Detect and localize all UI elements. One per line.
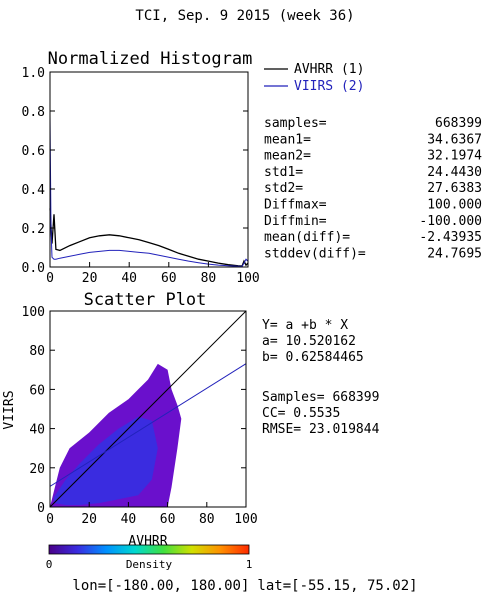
- scatter-y-tick-label: 40: [29, 423, 45, 438]
- colorbar-label: Density: [126, 558, 173, 571]
- scatter-x-tick-label: 20: [81, 512, 97, 527]
- regression-a: a= 10.520162: [262, 334, 356, 349]
- scatter-frame: [49, 310, 247, 508]
- scatter-x-tick-label: 0: [46, 512, 54, 527]
- stat-value: 32.1974: [427, 149, 482, 164]
- scatter-y-tick-label: 20: [29, 462, 45, 477]
- stat-value: 100.000: [427, 198, 482, 213]
- stat-value: -100.000: [419, 214, 482, 229]
- scatter-x-tick-label: 40: [121, 512, 137, 527]
- legend-label-avhrr: AVHRR (1): [294, 62, 364, 77]
- histogram-y-tick-label: 0.6: [22, 144, 45, 159]
- scatter-y-tick-label: 100: [22, 305, 45, 320]
- histogram-x-tick-label: 100: [236, 271, 259, 286]
- histogram-series-viirs: [49, 114, 249, 267]
- histogram-y-tick-label: 0.4: [22, 183, 46, 198]
- scatter-title: Scatter Plot: [84, 290, 207, 310]
- histogram-frame: [49, 71, 249, 268]
- stat-value: 24.7695: [427, 246, 482, 261]
- histogram-series-avhrr: [49, 208, 249, 267]
- legend: AVHRR (1) VIIRS (2): [264, 62, 364, 94]
- stat-label: samples=: [264, 116, 327, 131]
- stat-label: mean(diff)=: [264, 230, 350, 245]
- footer-lon: [-180.00, 180.00]: [106, 578, 249, 594]
- figure-title: TCI, Sep. 9 2015 (week 36): [135, 8, 354, 24]
- stat-value: 27.6383: [427, 181, 482, 196]
- stat-label: Diffmin=: [264, 214, 327, 229]
- histogram-y-tick-label: 0.2: [22, 222, 45, 237]
- scatter-y-tick-label: 0: [37, 501, 45, 516]
- histogram-y-tick-label: 1.0: [22, 66, 45, 81]
- stat-label: std2=: [264, 181, 303, 196]
- stat-value: -2.43935: [419, 230, 482, 245]
- regression-rmse: RMSE= 23.019844: [262, 422, 380, 437]
- statistics-block: samples= 668399 mean1= 34.6367 mean2= 32.1974…: [264, 116, 482, 261]
- colorbar-max: 1: [246, 558, 253, 571]
- histogram-y-tick-label: 0.0: [22, 261, 45, 276]
- colorbar-gradient: [48, 544, 250, 555]
- stat-value: 34.6367: [427, 132, 482, 147]
- histogram-x-ticks: 0 20 40 60 80 100: [46, 262, 260, 286]
- histogram-x-tick-label: 20: [82, 271, 98, 286]
- regression-cc: CC= 0.5535: [262, 406, 340, 421]
- footer-lat-label: lat=: [257, 578, 291, 594]
- scatter-x-ticks: 0 20 40 60 80 100: [46, 502, 258, 527]
- footer-extent: lon=[-180.00, 180.00] lat=[-55.15, 75.02]: [72, 578, 417, 594]
- scatter-y-ticks: 0 20 40 60 80 100: [22, 305, 246, 516]
- footer-lat: [-55.15, 75.02]: [291, 578, 417, 594]
- regression-equation: Y= a +b * X: [262, 318, 348, 333]
- histogram-title: Normalized Histogram: [48, 49, 253, 69]
- scatter-x-tick-label: 80: [199, 512, 215, 527]
- colorbar-min: 0: [46, 558, 53, 571]
- histogram-y-ticks: 0.0 0.2 0.4 0.6 0.8 1.0: [22, 66, 248, 276]
- histogram-panel: Normalized Histogram 0.00.20.40.60.81.0 …: [22, 49, 260, 286]
- scatter-density-cloud: [50, 363, 182, 507]
- regression-block: Y= a +b * X a= 10.520162 b= 0.62584465 S…: [262, 318, 380, 437]
- stat-label: Diffmax=: [264, 198, 327, 213]
- stat-label: mean1=: [264, 132, 311, 147]
- histogram-x-tick-label: 40: [121, 271, 137, 286]
- scatter-y-tick-label: 80: [29, 344, 45, 359]
- scatter-lines: [49, 310, 247, 508]
- regression-line: [49, 363, 247, 487]
- stat-value: 24.4430: [427, 165, 482, 180]
- scatter-y-tick-label: 60: [29, 383, 45, 398]
- scatter-y-label: VIIRS: [2, 390, 17, 429]
- scatter-x-tick-label: 100: [234, 512, 257, 527]
- legend-label-viirs: VIIRS (2): [294, 79, 364, 94]
- stat-label: stddev(diff)=: [264, 246, 366, 261]
- stat-label: mean2=: [264, 149, 311, 164]
- histogram-series-group: [49, 114, 249, 267]
- colorbar: 0 Density 1: [46, 544, 253, 571]
- scatter-x-tick-label: 60: [160, 512, 176, 527]
- histogram-x-tick-label: 0: [46, 271, 54, 286]
- histogram-x-tick-label: 80: [201, 271, 217, 286]
- identity-line: [49, 310, 247, 508]
- stat-label: std1=: [264, 165, 303, 180]
- stat-value: 668399: [435, 116, 482, 131]
- footer-lon-label: lon=: [72, 578, 106, 594]
- regression-b: b= 0.62584465: [262, 350, 364, 365]
- histogram-y-tick-label: 0.8: [22, 105, 45, 120]
- scatter-density-high: [53, 416, 158, 505]
- histogram-x-tick-label: 60: [161, 271, 177, 286]
- regression-samples: Samples= 668399: [262, 390, 379, 405]
